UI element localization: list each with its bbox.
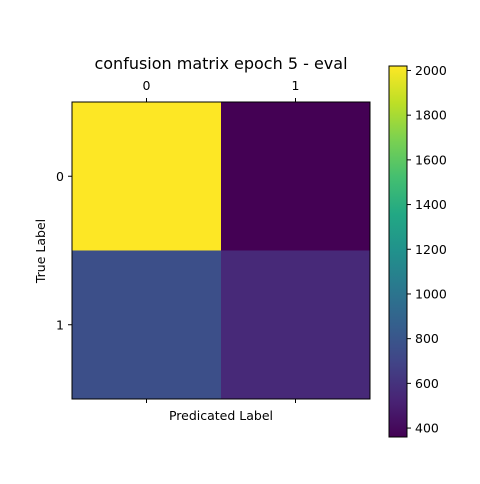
plot-frame [71,101,371,400]
colorbar-tick-label: 1000 [415,286,447,301]
y-axis-label: True Label [33,219,48,284]
colorbar-tick-label: 600 [415,376,439,391]
y-tick-label: 1 [56,317,64,332]
colorbar-tick-label: 800 [415,331,439,346]
colorbar-tick-label: 1800 [415,108,447,123]
y-ticks: 01 [56,169,72,332]
matrix-cell-0-0 [72,102,221,251]
matrix-cells [72,102,370,399]
colorbar-ticks: 400 600 800 1000 1200 1400 1600 1800 2000 [407,63,447,436]
chart-title: confusion matrix epoch 5 - eval [94,54,347,73]
colorbar-tick-label: 2000 [415,63,447,78]
colorbar-tick-label: 400 [415,421,439,436]
colorbar-tick-label: 1200 [415,242,447,257]
colorbar [388,65,408,438]
y-tick-label: 0 [56,169,64,184]
matrix-cell-1-1 [221,250,370,399]
x-tick-label: 0 [143,78,151,93]
x-tick-label: 1 [292,78,300,93]
x-axis-label: Predicated Label [169,408,273,423]
colorbar-tick-label: 1400 [415,197,447,212]
colorbar-tick-label: 1600 [415,152,447,167]
matrix-cell-1-0 [72,250,221,399]
matrix-cell-0-1 [221,102,370,251]
